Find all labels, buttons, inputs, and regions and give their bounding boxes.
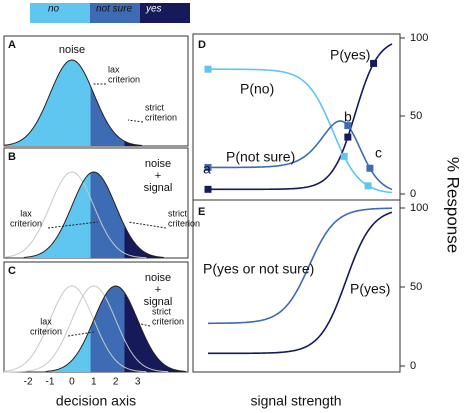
response-region — [124, 141, 142, 146]
strict-criterion-label: strict — [168, 208, 187, 218]
x-tick-label: 2 — [113, 377, 119, 388]
criterion-pointer — [67, 331, 95, 337]
distribution-title: noise — [145, 272, 171, 284]
distribution-title: noise — [59, 44, 85, 56]
strict-criterion-label: criterion — [168, 218, 200, 228]
ghost-distribution — [3, 285, 169, 373]
criterion-pointer — [127, 221, 167, 229]
curve-label: P(yes) — [350, 281, 390, 297]
legend-label: yes — [145, 4, 162, 15]
criterion-pointer — [47, 221, 99, 229]
lax-criterion-label: lax — [108, 64, 120, 74]
distribution-curve — [23, 171, 164, 258]
response-region — [45, 327, 91, 372]
response-region — [23, 172, 91, 258]
response-region — [124, 225, 164, 258]
p-yes-or-not-sure-curve — [207, 207, 393, 325]
legend-yes — [140, 3, 190, 23]
x-axis-label: signal strength — [250, 393, 341, 409]
legend-no — [30, 3, 90, 23]
lax-criterion-label: criterion — [108, 74, 140, 84]
criterion-pointer — [127, 119, 144, 123]
curve-marker — [204, 163, 212, 171]
ghost-distribution — [3, 285, 147, 373]
distribution-curve — [3, 59, 143, 146]
panel-label: C — [8, 265, 16, 277]
p-yes-curve — [207, 43, 393, 191]
lax-criterion-label: lax — [40, 316, 52, 326]
response-region — [124, 292, 186, 372]
x-axis-label: decision axis — [56, 393, 136, 409]
response-region — [4, 60, 91, 146]
curve-marker — [366, 164, 374, 172]
distribution-title: + — [155, 170, 161, 182]
curve-marker — [344, 122, 352, 130]
criterion-pointer — [131, 321, 151, 327]
y-axis-label: % Response — [444, 157, 463, 253]
curve-label: P(no) — [240, 81, 274, 97]
curve-marker — [370, 59, 378, 67]
strict-criterion-label: strict — [145, 102, 164, 112]
y-tick-label: 0 — [410, 188, 416, 200]
distribution-curve — [45, 285, 186, 372]
curve-label: P(yes) — [330, 47, 370, 63]
distribution-title: noise — [145, 158, 171, 170]
x-tick-label: 0 — [69, 377, 75, 388]
response-region — [90, 172, 125, 258]
ghost-distribution — [3, 171, 147, 259]
x-tick-label: -1 — [46, 377, 55, 388]
y-tick-label: 100 — [410, 32, 428, 44]
lax-criterion-label: criterion — [10, 218, 42, 228]
curve-marker — [340, 152, 348, 160]
y-tick-label: 50 — [410, 281, 422, 293]
response-region — [90, 86, 125, 146]
point-label: c — [375, 145, 382, 161]
panel-label: D — [198, 39, 206, 51]
p-not-sure-curve — [207, 120, 393, 191]
curve-label: P(yes or not sure) — [203, 261, 314, 277]
p-yes-curve — [207, 211, 393, 355]
distribution-title: signal — [144, 296, 173, 308]
legend-not-sure — [90, 3, 140, 23]
x-tick-label: 1 — [91, 377, 97, 388]
curve-label: P(not sure) — [226, 149, 295, 165]
curve-marker — [344, 133, 352, 141]
curve-marker — [364, 182, 372, 190]
panel-e-frame — [192, 199, 401, 373]
distribution-title: signal — [144, 182, 173, 194]
curve-marker — [204, 185, 212, 193]
strict-criterion-label: criterion — [152, 316, 184, 326]
legend-label: not sure — [96, 4, 133, 15]
panel-label: E — [198, 206, 205, 218]
x-tick-label: 3 — [135, 377, 141, 388]
strict-criterion-label: criterion — [145, 112, 177, 122]
response-region — [90, 286, 125, 372]
x-tick-label: -2 — [24, 377, 33, 388]
lax-criterion-label: criterion — [30, 326, 62, 336]
y-tick-label: 0 — [410, 360, 416, 372]
legend-label: no — [48, 4, 60, 15]
panel-label: B — [8, 151, 16, 163]
p-no-curve — [207, 68, 393, 194]
strict-criterion-label: strict — [152, 306, 171, 316]
y-tick-label: 50 — [410, 110, 422, 122]
distribution-title: + — [155, 284, 161, 296]
lax-criterion-label: lax — [20, 208, 32, 218]
point-label: a — [203, 161, 211, 177]
point-label: b — [344, 109, 352, 125]
curve-marker — [204, 65, 212, 73]
y-tick-label: 100 — [410, 202, 428, 214]
panel-label: A — [8, 39, 16, 51]
